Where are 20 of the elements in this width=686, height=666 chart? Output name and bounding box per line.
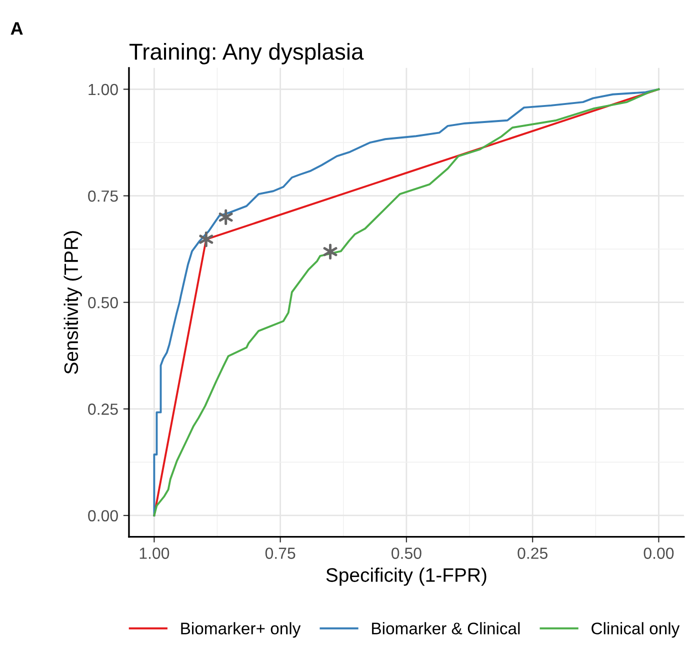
point	[323, 244, 338, 260]
y-axis-title: Sensitivity (TPR)	[64, 231, 82, 374]
point	[218, 209, 233, 225]
y-tick-label: 0.25	[88, 404, 118, 415]
legend-label: Biomarker+ only	[181, 622, 301, 638]
legend-label: Biomarker & Clinical	[372, 622, 520, 634]
point	[199, 231, 214, 248]
x-tick-label: 0.50	[392, 548, 422, 559]
y-tick-label: 0.50	[88, 297, 118, 308]
y-tick-label: 0.00	[88, 510, 118, 522]
legend-label: Clinical only	[592, 622, 680, 638]
x-tick-label: 1.00	[140, 548, 170, 559]
x-tick-label: 0.25	[518, 548, 548, 559]
x-tick-label: 0.00	[644, 548, 674, 559]
x-tick-label: 0.75	[265, 548, 296, 559]
x-axis-title: Specificity (1-FPR)	[326, 568, 486, 586]
y-tick-label: 0.75	[88, 190, 118, 202]
chart-title: Training: Any dysplasia	[129, 42, 364, 64]
y-tick-label: 1.00	[88, 84, 118, 96]
text: A	[10, 22, 23, 35]
